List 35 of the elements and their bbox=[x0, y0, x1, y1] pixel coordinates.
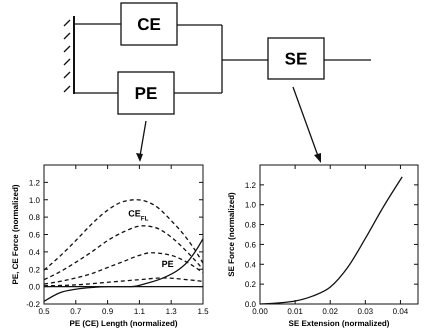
x-tick-label: 0.03 bbox=[358, 307, 374, 316]
text: PE bbox=[134, 84, 158, 103]
y-tick-label: 0.8 bbox=[28, 213, 41, 222]
x-tick-label: 0.00 bbox=[252, 307, 268, 316]
y-tick-label: 0.6 bbox=[244, 240, 257, 250]
y-axis-title: PE, CE Force (normalized) bbox=[11, 184, 20, 285]
x-tick-label: 0.9 bbox=[102, 307, 114, 316]
annotation: CE$_{FL}$ bbox=[128, 208, 149, 222]
y-tick-label: 1.0 bbox=[28, 196, 41, 205]
annotation: PE bbox=[162, 259, 174, 270]
x-tick-label: 0.5 bbox=[38, 307, 50, 316]
x-tick-label: 1.5 bbox=[197, 307, 210, 316]
y-tick-label: 0.8 bbox=[244, 220, 257, 230]
y-tick-label: 0.2 bbox=[28, 265, 41, 274]
x-tick-label: 0.01 bbox=[287, 307, 304, 316]
y-tick-label: 1.0 bbox=[244, 200, 257, 210]
x-tick-label: 1.3 bbox=[166, 307, 178, 316]
y-tick-label: 0.4 bbox=[244, 260, 257, 270]
x-tick-label: 0.7 bbox=[70, 307, 82, 316]
y-tick-label: 0.0 bbox=[244, 300, 257, 309]
x-axis-title: PE (CE) Length (normalized) bbox=[70, 319, 178, 328]
x-tick-label: 0.02 bbox=[322, 307, 339, 316]
x-tick-label: 0.04 bbox=[392, 307, 409, 316]
text: CE bbox=[137, 15, 161, 34]
text: SE bbox=[284, 50, 308, 68]
y-tick-label: 0.2 bbox=[244, 280, 257, 290]
y-tick-label: -0.2 bbox=[26, 300, 41, 309]
y-axis-title: SE Force (normalized) bbox=[227, 192, 236, 277]
y-tick-label: 0.4 bbox=[28, 248, 41, 257]
y-tick-label: 0.0 bbox=[28, 282, 41, 292]
y-tick-label: 1.2 bbox=[244, 180, 257, 190]
x-tick-label: 1.1 bbox=[134, 307, 146, 316]
x-axis-title: SE Extension (normalized) bbox=[288, 319, 390, 328]
y-tick-label: 1.2 bbox=[28, 178, 41, 188]
y-tick-label: 0.6 bbox=[28, 230, 41, 240]
